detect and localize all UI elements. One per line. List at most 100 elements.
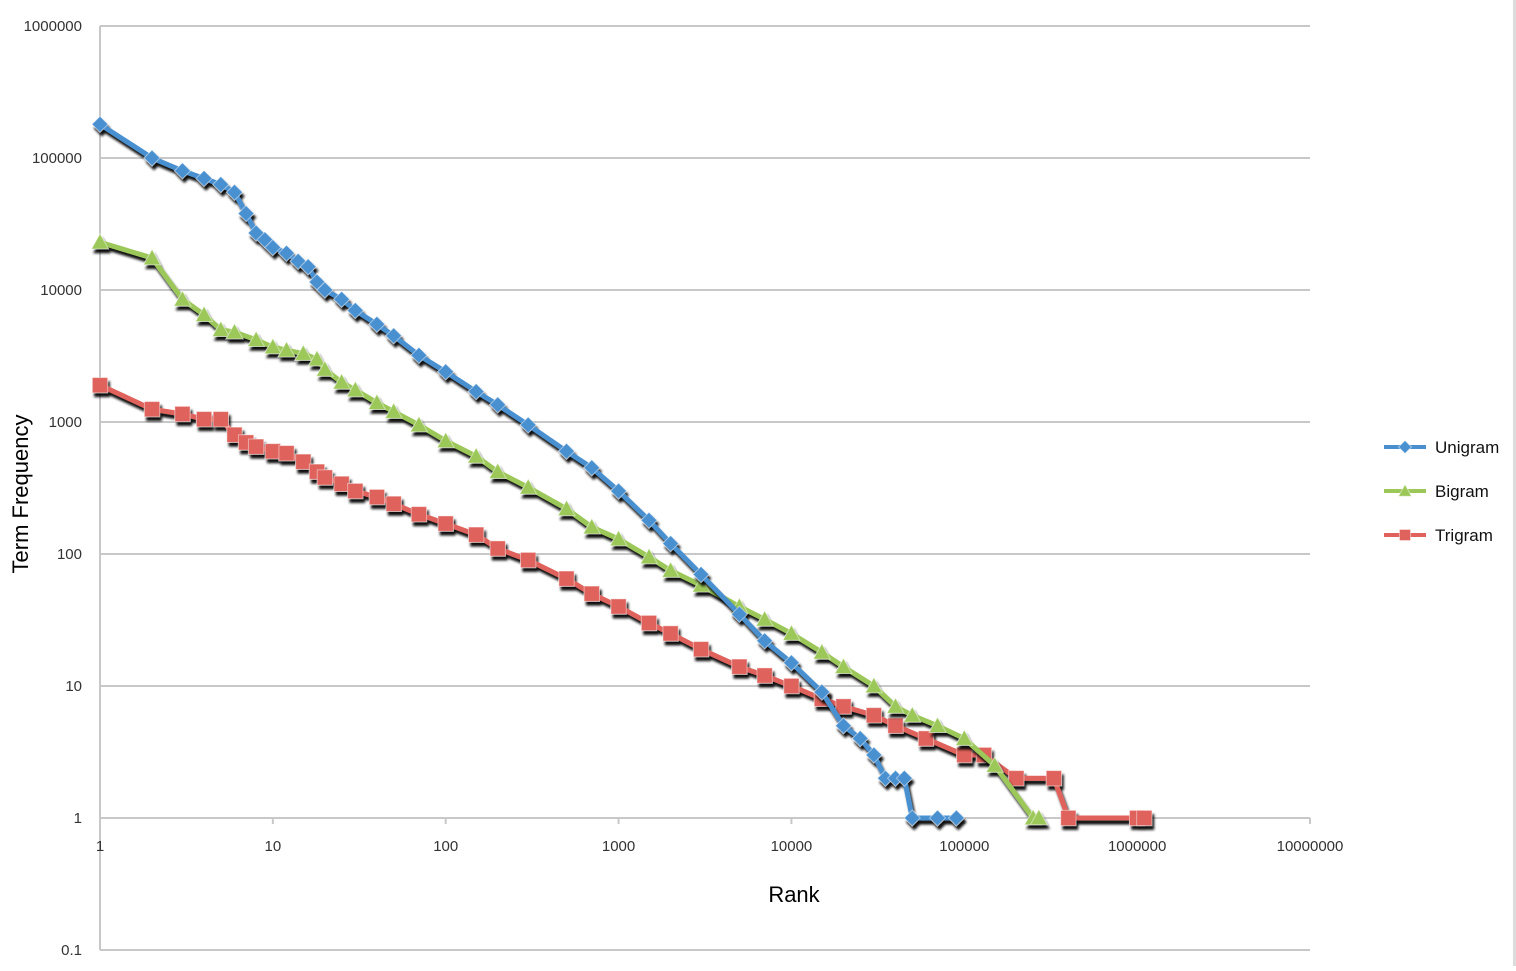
data-point-trigram — [662, 625, 679, 642]
data-point-trigram — [783, 677, 800, 695]
data-point-trigram — [489, 540, 506, 557]
data-point-trigram — [143, 401, 161, 418]
data-point-bigram — [315, 359, 335, 377]
data-point-bigram — [557, 499, 576, 517]
data-point-unigram — [277, 244, 296, 262]
data-point-trigram — [692, 641, 710, 658]
data-point-unigram — [195, 169, 213, 188]
data-point-unigram — [368, 315, 386, 333]
data-point-bigram — [488, 462, 508, 480]
data-point-trigram — [756, 667, 773, 684]
data-point-trigram — [956, 746, 973, 764]
data-point-trigram — [247, 438, 265, 455]
data-point-unigram — [730, 605, 749, 623]
data-point-bigram — [639, 547, 659, 565]
data-point-unigram — [903, 809, 921, 827]
data-point-trigram — [410, 506, 428, 523]
x-tick-label: 100 — [433, 838, 458, 855]
data-point-bigram — [225, 322, 244, 340]
y-tick-label: 100 — [57, 546, 82, 563]
data-point-trigram — [1045, 770, 1063, 787]
data-point-bigram — [985, 755, 1005, 773]
data-point-trigram — [385, 495, 402, 512]
data-point-unigram — [384, 327, 403, 345]
data-point-bigram — [886, 696, 905, 714]
y-tick-label: 0.1 — [61, 942, 82, 959]
data-point-bigram — [609, 529, 628, 547]
data-point-bigram — [436, 431, 456, 449]
legend-label: Trigram — [1435, 526, 1493, 545]
data-point-bigram — [409, 415, 429, 433]
data-point-unigram — [519, 416, 537, 434]
data-point-unigram — [332, 290, 351, 309]
series-line-bigram — [97, 239, 1042, 821]
data-point-trigram — [368, 488, 386, 506]
x-tick-label: 10000000 — [1277, 838, 1344, 855]
legend: Unigram Bigram Trigram — [1384, 438, 1499, 545]
data-point-bigram — [384, 402, 404, 419]
data-point-bigram — [782, 623, 801, 641]
data-point-bigram — [1029, 808, 1049, 826]
data-point-bigram — [332, 372, 351, 390]
y-tick-label: 10 — [65, 678, 82, 695]
series-bigram — [90, 232, 1049, 826]
data-point-trigram — [347, 482, 364, 500]
data-point-trigram — [437, 515, 454, 532]
data-point-trigram — [1136, 809, 1153, 827]
x-axis-title: Rank — [768, 882, 820, 907]
data-point-trigram — [558, 570, 575, 587]
series-unigram — [91, 115, 966, 827]
data-point-unigram — [813, 683, 831, 701]
y-tick-label: 100000 — [32, 150, 82, 167]
data-point-unigram — [237, 204, 255, 223]
data-point-unigram — [640, 511, 658, 530]
data-point-bigram — [691, 575, 711, 593]
data-point-unigram — [467, 382, 485, 401]
data-point-bigram — [755, 609, 775, 627]
x-tick-label: 100000 — [939, 838, 989, 855]
data-point-unigram — [895, 769, 914, 787]
data-point-trigram — [91, 377, 109, 394]
data-point-unigram — [316, 281, 334, 299]
x-tick-label: 1000 — [602, 838, 635, 855]
data-point-trigram — [195, 411, 213, 428]
data-point-unigram — [173, 162, 192, 180]
series-line-unigram — [97, 121, 959, 821]
data-point-bigram — [307, 349, 327, 367]
data-point-unigram — [346, 301, 365, 320]
data-point-unigram — [928, 809, 947, 827]
data-point-trigram — [264, 443, 282, 460]
data-point-unigram — [834, 717, 853, 735]
data-point-bigram — [293, 344, 313, 361]
data-point-unigram — [299, 258, 317, 276]
grid-lines — [99, 25, 1311, 951]
data-point-bigram — [277, 340, 296, 358]
data-point-unigram — [264, 238, 282, 257]
data-point-bigram — [263, 337, 283, 355]
legend-item-trigram: Trigram — [1384, 526, 1493, 545]
data-point-trigram — [520, 551, 537, 569]
data-point-trigram — [865, 707, 883, 724]
y-axis-title: Term Frequency — [8, 415, 33, 574]
legend-marker-unigram — [1397, 439, 1413, 455]
series — [90, 115, 1153, 827]
data-point-bigram — [864, 676, 884, 694]
data-point-unigram — [851, 729, 869, 748]
data-point-trigram — [917, 730, 935, 747]
data-point-trigram — [316, 469, 334, 486]
data-point-trigram — [295, 453, 312, 470]
legend-item-unigram: Unigram — [1384, 438, 1499, 457]
data-point-bigram — [582, 517, 602, 535]
data-point-unigram — [755, 632, 774, 650]
legend-label: Unigram — [1435, 438, 1499, 457]
data-point-trigram — [1008, 770, 1025, 787]
data-point-trigram — [887, 717, 904, 734]
data-point-trigram — [278, 445, 295, 462]
data-point-trigram — [1060, 809, 1077, 827]
data-point-unigram — [692, 565, 710, 584]
data-point-trigram — [583, 585, 600, 602]
data-point-trigram — [610, 598, 627, 615]
data-point-unigram — [609, 482, 628, 500]
